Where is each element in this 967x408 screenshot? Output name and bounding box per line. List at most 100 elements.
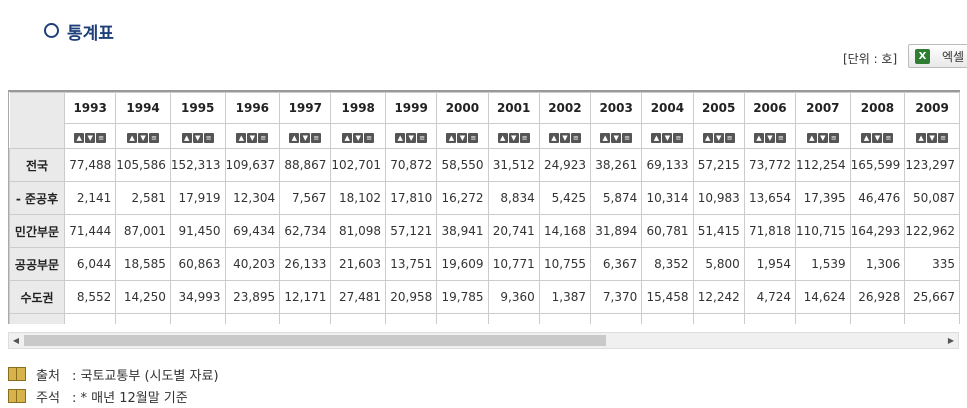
sort-up-icon[interactable]: ▲	[702, 133, 713, 143]
year-header: 2004	[641, 92, 694, 124]
menu-icon[interactable]: ≡	[570, 133, 581, 143]
sort-up-icon[interactable]: ▲	[236, 133, 247, 143]
table-cell: 401	[279, 313, 332, 324]
sort-down-icon[interactable]: ▼	[662, 133, 673, 143]
table-cell: 109,637	[224, 148, 281, 182]
year-header: 1997	[279, 92, 332, 124]
menu-icon[interactable]: ≡	[673, 133, 684, 143]
table-cell: 18,102	[330, 181, 387, 215]
menu-icon[interactable]: ≡	[622, 133, 633, 143]
menu-icon[interactable]: ≡	[311, 133, 322, 143]
row-header: 수도권	[9, 280, 66, 314]
horizontal-scrollbar[interactable]: ◀ ▶	[8, 332, 959, 349]
sort-down-icon[interactable]: ▼	[927, 133, 938, 143]
sort-down-icon[interactable]: ▼	[559, 133, 570, 143]
sort-up-icon[interactable]: ▲	[600, 133, 611, 143]
table-cell: 612	[641, 313, 694, 324]
table-cell: 15,458	[641, 280, 694, 314]
table-cell: 5,874	[590, 181, 643, 215]
sort-up-icon[interactable]: ▲	[651, 133, 662, 143]
table-cell: 1,408	[224, 313, 281, 324]
table-cell: 2,141	[64, 181, 117, 215]
table-cell: 23,895	[224, 280, 281, 314]
year-header: 2008	[849, 92, 906, 124]
sort-up-icon[interactable]: ▲	[289, 133, 300, 143]
sort-down-icon[interactable]: ▼	[406, 133, 417, 143]
table-cell: 91,450	[169, 214, 226, 248]
menu-icon[interactable]: ≡	[883, 133, 894, 143]
book-icon	[8, 367, 26, 381]
sort-up-icon[interactable]: ▲	[446, 133, 457, 143]
note-label: 출처	[36, 368, 60, 384]
menu-icon[interactable]: ≡	[96, 133, 107, 143]
sort-controls: ▲ ▼ ≡	[795, 123, 851, 149]
table-cell: 73,772	[743, 148, 797, 182]
sort-up-icon[interactable]: ▲	[916, 133, 927, 143]
sort-down-icon[interactable]: ▼	[611, 133, 622, 143]
table-cell: 3,037	[436, 313, 489, 324]
table-cell: 1,387	[538, 280, 592, 314]
year-header: 2003	[590, 92, 643, 124]
menu-icon[interactable]: ≡	[519, 133, 530, 143]
menu-icon[interactable]: ≡	[203, 133, 214, 143]
sort-down-icon[interactable]: ▼	[457, 133, 468, 143]
sort-up-icon[interactable]: ▲	[548, 133, 559, 143]
table-cell: 34,993	[169, 280, 226, 314]
sort-controls: ▲ ▼ ≡	[641, 123, 694, 149]
table-cell: 38,261	[590, 148, 643, 182]
table-cell: 7,370	[590, 280, 643, 314]
sort-up-icon[interactable]: ▲	[753, 133, 764, 143]
sort-up-icon[interactable]: ▲	[342, 133, 353, 143]
stats-table: 1993 1994 1995 1996 1997 1998 1999 2000 2001 2002…	[9, 92, 960, 324]
sort-up-icon[interactable]: ▲	[74, 133, 85, 143]
scroll-right-arrow-icon[interactable]: ▶	[947, 336, 955, 345]
sort-down-icon[interactable]: ▼	[508, 133, 519, 143]
sort-down-icon[interactable]: ▼	[872, 133, 883, 143]
sort-up-icon[interactable]: ▲	[806, 133, 817, 143]
menu-icon[interactable]: ≡	[149, 133, 160, 143]
menu-icon[interactable]: ≡	[417, 133, 428, 143]
scroll-thumb[interactable]	[24, 335, 606, 346]
sort-down-icon[interactable]: ▼	[85, 133, 96, 143]
menu-icon[interactable]: ≡	[828, 133, 839, 143]
sort-down-icon[interactable]: ▼	[247, 133, 258, 143]
sort-down-icon[interactable]: ▼	[764, 133, 775, 143]
table-cell: 52	[538, 313, 592, 324]
sort-up-icon[interactable]: ▲	[861, 133, 872, 143]
sort-down-icon[interactable]: ▼	[192, 133, 203, 143]
table-cell: 102,701	[330, 148, 387, 182]
menu-icon[interactable]: ≡	[468, 133, 479, 143]
sort-up-icon[interactable]: ▲	[127, 133, 138, 143]
table-cell: 16,272	[436, 181, 489, 215]
menu-icon[interactable]: ≡	[724, 133, 735, 143]
sort-down-icon[interactable]: ▼	[138, 133, 149, 143]
table-cell: 6,044	[64, 247, 117, 281]
row-header: 전국	[9, 148, 66, 182]
table-cell: 4,724	[743, 280, 797, 314]
page-title-text: 통계표	[67, 24, 114, 44]
table-cell: 0	[115, 313, 171, 324]
scroll-left-arrow-icon[interactable]: ◀	[12, 336, 20, 345]
table-cell: 40,203	[224, 247, 281, 281]
row-header: 서울	[9, 313, 66, 324]
excel-download-button[interactable]: X 엑셀	[908, 44, 967, 68]
table-cell: 57,215	[692, 148, 745, 182]
sort-down-icon[interactable]: ▼	[817, 133, 828, 143]
circle-icon	[44, 23, 59, 38]
sort-up-icon[interactable]: ▲	[497, 133, 508, 143]
table-cell: 19,609	[436, 247, 489, 281]
table-cell: 38,941	[436, 214, 489, 248]
sort-controls: ▲ ▼ ≡	[692, 123, 745, 149]
sort-up-icon[interactable]: ▲	[181, 133, 192, 143]
menu-icon[interactable]: ≡	[364, 133, 375, 143]
table-row: 수도권 8,552 14,250 34,993 23,895 12,171 27,481 20…	[9, 280, 960, 314]
sort-down-icon[interactable]: ▼	[300, 133, 311, 143]
menu-icon[interactable]: ≡	[258, 133, 269, 143]
sort-down-icon[interactable]: ▼	[713, 133, 724, 143]
menu-icon[interactable]: ≡	[775, 133, 786, 143]
table-cell: 311	[169, 313, 226, 324]
sort-down-icon[interactable]: ▼	[353, 133, 364, 143]
menu-icon[interactable]: ≡	[938, 133, 949, 143]
sort-up-icon[interactable]: ▲	[395, 133, 406, 143]
sort-controls: ▲ ▼ ≡	[538, 123, 592, 149]
